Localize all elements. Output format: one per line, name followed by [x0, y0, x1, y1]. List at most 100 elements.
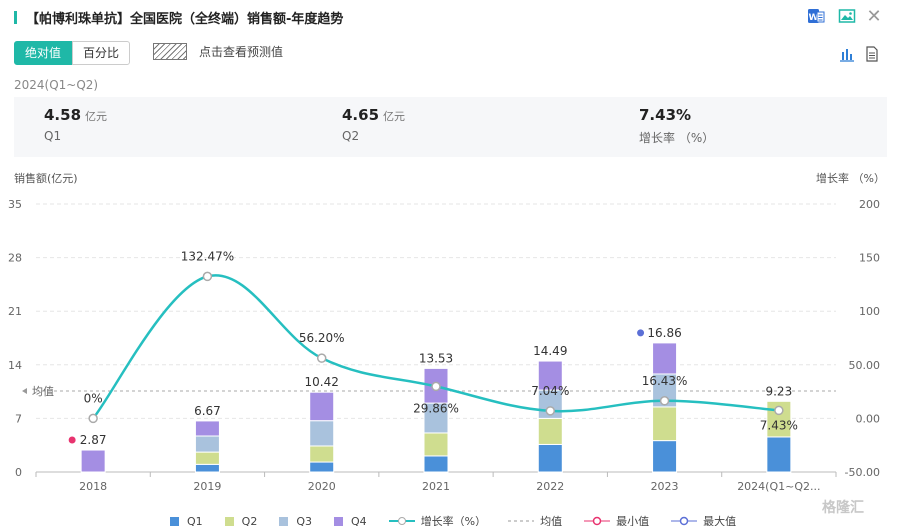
growth-label: 16.43%	[642, 374, 688, 388]
bar-segment-q1	[766, 436, 792, 473]
bar-segment-q1	[423, 455, 449, 473]
y-axis-title-left: 销售额(亿元)	[14, 172, 78, 185]
y-right-tick-label: 0.00	[856, 412, 881, 425]
bar-segment-q3	[194, 435, 220, 453]
forecast-toggle[interactable]: 点击查看预测值	[153, 43, 283, 60]
bar-segment-q3	[423, 402, 449, 434]
bar-segment-q4	[309, 391, 335, 422]
x-tick-label: 2021	[422, 480, 450, 493]
y-right-tick-label: 100	[859, 305, 880, 318]
legend-label: Q1	[187, 514, 203, 526]
summary-value: 7.43%	[639, 106, 692, 124]
bar-segment-q4	[652, 342, 678, 375]
mean-arrow-icon	[22, 387, 27, 394]
bar-total-label: 13.53	[419, 351, 453, 365]
legend-item-q2[interactable]: Q2	[224, 514, 258, 526]
min-marker-icon	[68, 436, 76, 444]
watermark: 格隆汇	[822, 500, 864, 516]
bar-segment-q4	[80, 449, 106, 473]
bar-segment-q4	[194, 420, 220, 437]
legend-label: Q2	[241, 514, 258, 526]
y-tick-label: 7	[15, 412, 22, 425]
growth-point	[202, 271, 213, 282]
legend-item-max[interactable]: 最大值	[671, 513, 736, 526]
growth-point	[316, 353, 327, 363]
legend-label: 均值	[540, 515, 563, 526]
bar-segment-q2	[537, 417, 563, 445]
bar-total-label: 2.87	[80, 433, 107, 447]
x-tick-label: 2023	[651, 480, 679, 493]
legend-swatch	[170, 516, 179, 526]
summary-value: 4.65	[342, 106, 380, 124]
legend-item-q3[interactable]: Q3	[279, 515, 312, 526]
legend-label: 增长率（%）	[420, 515, 487, 526]
summary-label: Q2	[342, 129, 360, 143]
y-tick-label: 14	[8, 359, 22, 372]
y-right-tick-label: -50.00	[845, 466, 880, 479]
max-marker-icon	[637, 329, 645, 337]
bar-total-label: 16.86	[647, 326, 681, 340]
x-tick-label: 2020	[308, 480, 336, 493]
summary-q1: 4.58 亿元 Q1	[44, 105, 107, 143]
growth-point	[774, 405, 784, 416]
growth-label: 132.47%	[181, 249, 234, 263]
growth-point	[659, 396, 670, 406]
image-export-icon[interactable]	[837, 6, 857, 26]
y-tick-label: 35	[8, 198, 22, 211]
percentage-button[interactable]: 百分比	[72, 41, 131, 65]
bar-segment-q1	[652, 440, 678, 473]
value-mode-toggle: 绝对值 百分比	[14, 41, 131, 65]
growth-label: 7.43%	[760, 418, 798, 432]
legend-item-growth[interactable]: 增长率（%）	[388, 513, 487, 526]
document-icon[interactable]	[862, 44, 882, 64]
growth-label: 29.86%	[413, 401, 459, 415]
growth-label: 0%	[84, 391, 103, 405]
summary-unit: 亿元	[383, 110, 406, 123]
summary-label: Q1	[44, 129, 62, 143]
legend-max-icon	[671, 516, 698, 526]
x-tick-label: 2019	[193, 480, 221, 493]
legend-item-q4[interactable]: Q4	[334, 515, 367, 526]
legend-min-icon	[584, 516, 611, 526]
summary-q2: 4.65 亿元 Q2	[342, 105, 405, 143]
summary-unit: 亿元	[85, 110, 108, 123]
absolute-value-button[interactable]: 绝对值	[14, 41, 73, 65]
summary-panel: 4.58 亿元 Q1 4.65 亿元 Q2 7.43% 增长率 （%）	[14, 97, 887, 157]
close-icon[interactable]: ✕	[866, 5, 882, 27]
legend-item-q1[interactable]: Q1	[170, 515, 203, 526]
y-right-tick-label: 200	[859, 198, 880, 211]
word-export-icon[interactable]: W	[806, 6, 826, 26]
legend-swatch	[334, 516, 344, 526]
period-label: 2024(Q1~Q2)	[14, 78, 99, 92]
summary-label: 增长率 （%）	[639, 131, 715, 145]
y-axis-title-right: 增长率 （%）	[816, 172, 885, 185]
bar-segment-q2	[194, 451, 220, 465]
legend-item-mean[interactable]: 均值	[508, 513, 562, 526]
legend-item-min[interactable]: 最小值	[584, 513, 649, 526]
forecast-label: 点击查看预测值	[199, 45, 284, 59]
growth-label: 7.04%	[531, 384, 569, 398]
summary-value: 4.58	[44, 106, 82, 124]
growth-label: 56.20%	[299, 331, 345, 345]
x-tick-label: 2022	[536, 480, 564, 493]
legend-label: 最小值	[616, 515, 650, 526]
bar-segment-q2	[309, 445, 335, 463]
bar-chart-icon[interactable]	[837, 44, 857, 64]
growth-point	[431, 381, 441, 392]
x-tick-label: 2018	[79, 480, 107, 493]
y-tick-label: 0	[15, 466, 22, 479]
title-accent	[14, 11, 17, 24]
bar-segment-q2	[652, 406, 678, 442]
bar-segment-q3	[309, 420, 335, 447]
x-tick-label: 2024(Q1~Q2...	[737, 480, 820, 493]
y-right-tick-label: 50.00	[849, 359, 881, 372]
bar-total-label: 6.67	[194, 404, 221, 418]
y-tick-label: 28	[8, 252, 22, 265]
svg-text:W: W	[809, 13, 819, 23]
chart-legend: Q1 Q2 Q3 Q4 增长率（%） 均值 最小值 最大值	[170, 513, 758, 526]
bar-segment-q4	[537, 360, 563, 391]
page-title: 【帕博利珠单抗】全国医院（全终端）销售额-年度趋势	[26, 12, 344, 27]
title-bar: 【帕博利珠单抗】全国医院（全终端）销售额-年度趋势 W ✕	[0, 0, 902, 34]
bar-segment-q1	[194, 463, 220, 473]
legend-label: Q4	[351, 514, 367, 526]
